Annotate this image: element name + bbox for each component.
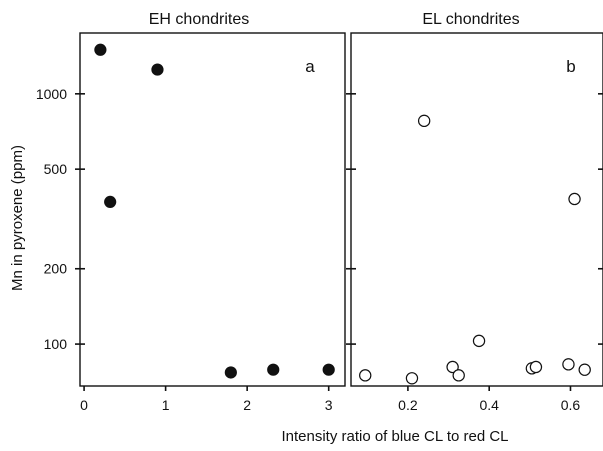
data-point-a-2: [104, 195, 117, 208]
data-point-b-9: [562, 358, 575, 371]
x-tick-label: 0: [80, 397, 88, 413]
y-tick-label: 200: [44, 261, 68, 277]
x-tick-label: 0.4: [479, 397, 499, 413]
data-point-b-6: [472, 334, 486, 348]
panel-b-frame: [350, 32, 603, 387]
panel-a-plot: 100 200 500 1000 0 1 2 3: [36, 32, 346, 413]
y-tick-label: 500: [44, 161, 68, 177]
data-point-b-2: [405, 372, 419, 385]
data-point-b-4: [446, 360, 459, 374]
data-point-a-5: [267, 363, 280, 376]
x-tick-label: 3: [325, 397, 333, 413]
panel-a-label: a: [305, 57, 315, 76]
y-tick-label: 100: [44, 336, 68, 352]
data-point-b-3: [417, 114, 431, 128]
x-tick-label: 0.2: [398, 397, 418, 413]
x-tick-label: 0.6: [561, 397, 581, 413]
data-point-a-4: [224, 366, 237, 379]
panel-b-label: b: [566, 57, 575, 76]
panel-a-title: EH chondrites: [149, 11, 250, 28]
x-tick-label: 2: [243, 397, 251, 413]
y-axis-label: Mn in pyroxene (ppm): [9, 145, 26, 291]
panel-a-frame: [79, 32, 346, 387]
data-point-a-1: [94, 43, 107, 56]
data-point-a-6: [322, 363, 335, 376]
panel-b-title: EL chondrites: [422, 11, 519, 28]
data-point-b-1: [359, 369, 372, 382]
x-tick-label: 1: [162, 397, 170, 413]
data-point-a-3: [151, 63, 164, 76]
data-point-b-10: [568, 192, 581, 206]
data-point-b-8: [529, 360, 543, 374]
x-axis-label: Intensity ratio of blue CL to red CL: [281, 428, 508, 445]
panel-b-plot: 0.2 0.4 0.6: [346, 32, 603, 413]
y-tick-label: 1000: [36, 86, 67, 102]
data-point-b-11: [578, 363, 591, 376]
data-point-b-5: [452, 369, 465, 382]
